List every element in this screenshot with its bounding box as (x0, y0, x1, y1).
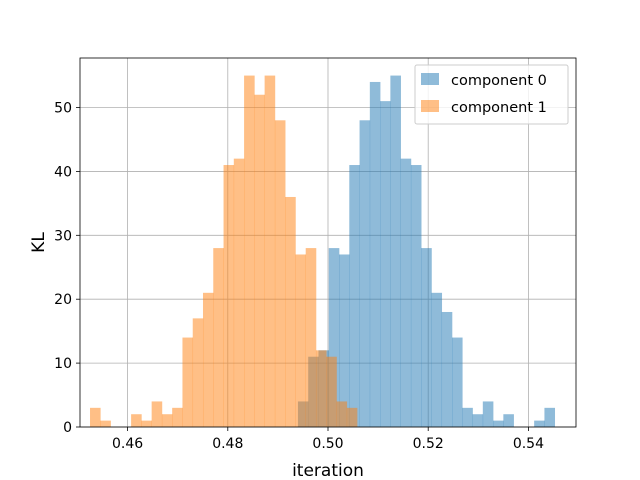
histogram-bar-component-1 (202, 292, 214, 427)
histogram-bar-component-0 (339, 254, 350, 427)
y-axis-title: KL (29, 232, 49, 253)
x-tick-label: 0.52 (413, 436, 444, 452)
legend-label-component-0: component 0 (451, 73, 547, 89)
legend: component 0 component 1 (414, 64, 569, 125)
histogram-bar-component-1 (254, 94, 265, 427)
histogram-bar-component-1 (141, 420, 152, 427)
histogram-bar-component-0 (452, 337, 463, 427)
y-tick-label: 20 (54, 292, 72, 308)
legend-label-component-1: component 1 (451, 100, 547, 116)
histogram-bar-component-0 (328, 248, 340, 427)
histogram-bar-component-0 (369, 81, 381, 428)
legend-swatch-component-0 (421, 73, 439, 85)
histogram-bar-component-1 (131, 414, 142, 427)
histogram-bar-component-1 (315, 350, 327, 427)
histogram-bar-component-1 (336, 401, 348, 427)
histogram-bar-component-1 (233, 158, 245, 428)
histogram-bars (90, 75, 556, 428)
histogram-bar-component-0 (431, 292, 443, 427)
histogram-bar-component-0 (349, 165, 360, 427)
histogram-bar-component-0 (441, 311, 453, 427)
x-tick-label: 0.54 (513, 436, 544, 452)
histogram-bar-component-1 (305, 248, 317, 427)
histogram-bar-component-1 (151, 401, 163, 427)
histogram-bar-component-1 (346, 407, 358, 427)
x-tick-label: 0.48 (212, 436, 243, 452)
histogram-bar-component-0 (421, 248, 432, 427)
x-axis-title: iteration (292, 461, 364, 480)
x-tick-label: 0.50 (312, 436, 343, 452)
histogram-bar-component-0 (390, 75, 401, 428)
histogram-bar-component-0 (493, 420, 504, 427)
legend-swatch-component-1 (421, 100, 439, 112)
histogram-bar-component-1 (274, 120, 286, 427)
histogram-bar-component-0 (359, 120, 371, 427)
histogram-bar-component-1 (264, 75, 276, 428)
y-tick-label: 50 (54, 101, 72, 117)
histogram-bar-component-0 (410, 165, 422, 427)
histogram-bar-component-1 (223, 165, 235, 427)
histogram-bar-component-1 (192, 318, 204, 427)
histogram-bar-component-1 (100, 420, 111, 427)
histogram-bar-component-0 (544, 407, 556, 427)
axis-ticks: 0.46 0.48 0.50 0.52 0.54 0 10 20 30 40 50 (54, 101, 544, 452)
histogram-bar-component-1 (244, 75, 255, 428)
y-tick-label: 10 (54, 356, 72, 372)
x-tick-label: 0.46 (112, 436, 143, 452)
histogram-bar-component-0 (380, 101, 391, 427)
y-tick-label: 40 (54, 164, 72, 180)
legend-frame (414, 64, 569, 125)
histogram-bar-component-1 (90, 407, 101, 427)
histogram-bar-component-1 (295, 254, 307, 427)
histogram-bar-component-1 (326, 356, 337, 427)
histogram-bar-component-0 (503, 414, 514, 427)
histogram-bar-component-0 (534, 420, 545, 427)
histogram-bar-component-0 (400, 158, 412, 428)
y-tick-label: 30 (54, 228, 72, 244)
histogram-bar-component-0 (462, 407, 473, 427)
histogram-bar-component-1 (285, 196, 296, 427)
histogram-bar-component-1 (172, 407, 183, 427)
y-tick-label: 0 (63, 420, 72, 436)
histogram-bar-component-1 (213, 248, 224, 427)
histogram-bar-component-1 (182, 337, 194, 427)
histogram-bar-component-0 (482, 401, 494, 427)
histogram-bar-component-0 (472, 414, 484, 427)
histogram-bar-component-1 (161, 414, 173, 427)
